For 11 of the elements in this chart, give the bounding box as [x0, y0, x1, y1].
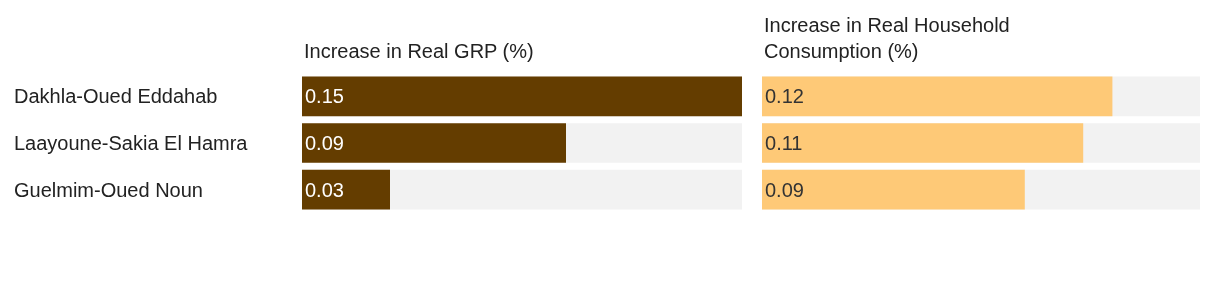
- data-label: 0.03: [305, 178, 344, 201]
- data-label: 0.12: [765, 85, 804, 108]
- data-label: 0.09: [305, 132, 344, 154]
- y-tick-label: Guelmim-Oued Noun: [14, 179, 203, 201]
- data-label: 0.09: [765, 178, 804, 201]
- data-label: 0.15: [305, 85, 344, 108]
- data-label: 0.11: [765, 132, 803, 154]
- chart-title: Increase in Real GRP (%): [304, 40, 534, 62]
- y-tick-label: Laayoune-Sakia El Hamra: [14, 132, 249, 154]
- chart-title: Increase in Real Household Consumption (%): [764, 14, 1010, 62]
- y-tick-label: Dakhla-Oued Eddahab: [14, 85, 218, 107]
